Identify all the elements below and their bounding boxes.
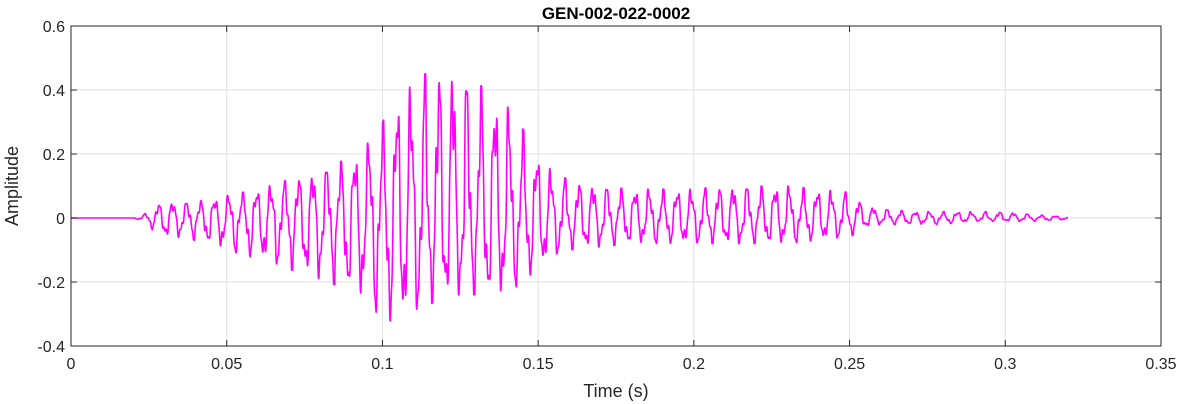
y-tick-label: 0.4 [43, 83, 65, 100]
y-tick-label: 0.6 [43, 19, 65, 36]
x-tick-label: 0.35 [1145, 356, 1176, 373]
series-group [70, 72, 1069, 322]
x-axis-label: Time (s) [583, 381, 648, 401]
y-tick-label: -0.4 [37, 339, 65, 356]
chart-title: GEN-002-022-0002 [542, 4, 690, 23]
x-tick-label: 0.1 [371, 356, 393, 373]
x-tick-label: 0.2 [683, 356, 705, 373]
y-axis-ticks: -0.4 -0.2 0 0.2 0.4 0.6 [37, 19, 1161, 356]
y-tick-label: 0 [56, 211, 65, 228]
x-tick-label: 0.25 [834, 356, 865, 373]
y-tick-label: 0.2 [43, 147, 65, 164]
y-tick-label: -0.2 [37, 275, 65, 292]
plot-frame [70, 25, 1162, 347]
x-axis-ticks: 0 0.05 0.1 0.15 0.2 0.25 0.3 0.35 [67, 26, 1177, 373]
x-tick-label: 0.3 [994, 356, 1016, 373]
y-axis-label: Amplitude [2, 146, 22, 226]
x-tick-label: 0 [67, 356, 76, 373]
x-tick-label: 0.15 [523, 356, 554, 373]
waveform-line [70, 72, 1069, 322]
x-tick-label: 0.05 [211, 356, 242, 373]
plot-area [71, 26, 1161, 346]
